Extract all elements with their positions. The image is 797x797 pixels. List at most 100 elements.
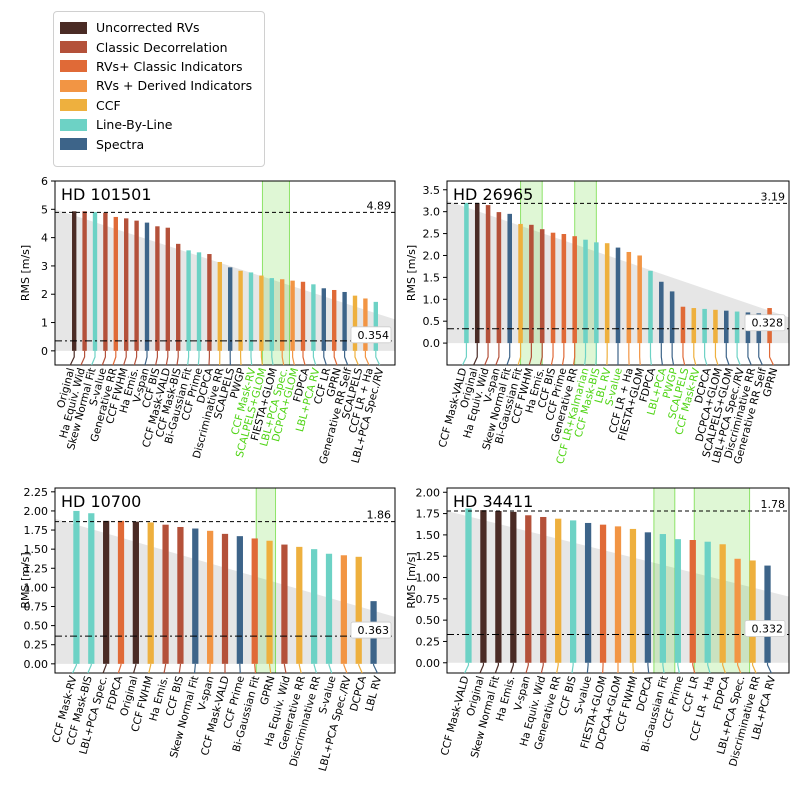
leader-line <box>707 662 711 674</box>
bar <box>702 308 707 344</box>
bar <box>332 289 337 351</box>
lower-label-box <box>350 326 392 344</box>
y-tick-label: 1.5 <box>423 271 441 284</box>
bar <box>539 229 545 344</box>
bar <box>614 526 622 663</box>
bar <box>691 308 697 344</box>
legend-swatch <box>60 99 87 112</box>
leader-line <box>517 343 522 366</box>
bar <box>134 220 139 351</box>
leader-line <box>132 663 137 674</box>
leader-line <box>737 662 742 674</box>
upper-line-label: 4.89 <box>367 199 392 212</box>
bar <box>604 243 610 344</box>
bar <box>296 546 303 664</box>
legend-label: Line-By-Line <box>96 117 173 133</box>
bar <box>749 560 756 663</box>
y-tick-label: 1.75 <box>416 508 441 521</box>
y-tick-label: 4 <box>41 232 48 245</box>
bar <box>147 522 154 664</box>
leader-line <box>768 343 774 366</box>
chart-panel-2: 3.19 0.328 HD 26965 0.0 0.5 1.0 1.5 2.0 2.5 3.0 3.… <box>405 180 790 466</box>
leader-line <box>595 343 597 366</box>
legend-entry-classic: Classic Decorrelation <box>60 37 264 56</box>
lower-label-box <box>744 620 786 637</box>
leader-line <box>91 350 96 366</box>
leader-line <box>662 662 665 674</box>
bar <box>196 252 202 351</box>
leader-line <box>358 663 363 674</box>
bar <box>540 516 547 663</box>
bar <box>342 291 347 351</box>
leader-line <box>751 662 757 674</box>
leader-line <box>165 350 169 366</box>
bar <box>474 202 480 344</box>
bar <box>615 247 621 344</box>
leader-line <box>479 662 485 674</box>
leader-line <box>693 343 697 366</box>
legend-entry-lbl: Line-By-Line <box>60 115 264 134</box>
bar <box>103 212 108 351</box>
leader-line <box>268 663 272 674</box>
y-tick-label: 0.75 <box>416 593 441 606</box>
bar <box>117 520 125 664</box>
panel-title: HD 101501 <box>61 185 152 204</box>
bar <box>251 538 258 664</box>
y-tick-label: 0 <box>41 345 48 358</box>
leader-line <box>193 663 196 674</box>
bar <box>269 278 274 351</box>
leader-line <box>354 350 359 366</box>
bar <box>266 540 273 664</box>
leader-line <box>260 350 263 366</box>
leader-line <box>586 662 589 674</box>
bar <box>363 298 368 351</box>
leader-line <box>283 663 287 674</box>
leader-line <box>540 662 544 674</box>
y-tick-label: 1.25 <box>416 550 441 563</box>
bar <box>300 281 306 351</box>
bar <box>669 291 675 344</box>
legend-swatch <box>60 41 87 54</box>
bar <box>465 508 472 663</box>
bar <box>155 226 160 351</box>
bar <box>584 522 592 663</box>
leader-line <box>747 343 752 366</box>
bar <box>507 213 512 344</box>
bar <box>236 536 243 664</box>
leader-line <box>556 662 559 674</box>
bar <box>464 202 469 344</box>
lower-line-label: 0.328 <box>752 317 784 330</box>
leader-line <box>464 662 470 674</box>
leader-line <box>375 350 381 366</box>
y-tick-label: 0.0 <box>423 337 441 350</box>
bar <box>572 236 577 344</box>
bar <box>186 250 191 351</box>
bar <box>724 310 729 344</box>
bar <box>311 549 318 664</box>
legend-entry-classic-indicators: RVs+ Classic Indicators <box>60 57 264 76</box>
leader-line <box>87 663 92 674</box>
leader-line <box>133 350 138 366</box>
bar <box>570 520 577 663</box>
leader-line <box>328 663 333 674</box>
bar <box>352 295 358 351</box>
bar <box>113 216 118 351</box>
legend-swatch <box>60 138 87 151</box>
bar <box>704 541 711 663</box>
legend-entry-derived: RVs + Derived Indicators <box>60 76 264 95</box>
bar <box>325 553 333 664</box>
leader-line <box>155 350 158 366</box>
leader-line <box>584 343 587 366</box>
leader-line <box>528 343 532 366</box>
leader-line <box>473 343 478 366</box>
leader-line <box>677 662 680 674</box>
bar <box>82 211 87 351</box>
legend-swatch <box>60 60 87 73</box>
legend: Uncorrected RVs Classic Decorrelation RV… <box>53 11 265 167</box>
legend-entry-uncorrected: Uncorrected RVs <box>60 18 264 37</box>
leader-line <box>495 343 500 366</box>
bar <box>510 511 517 663</box>
y-tick-label: 1.00 <box>24 581 49 594</box>
leader-line <box>178 663 182 674</box>
